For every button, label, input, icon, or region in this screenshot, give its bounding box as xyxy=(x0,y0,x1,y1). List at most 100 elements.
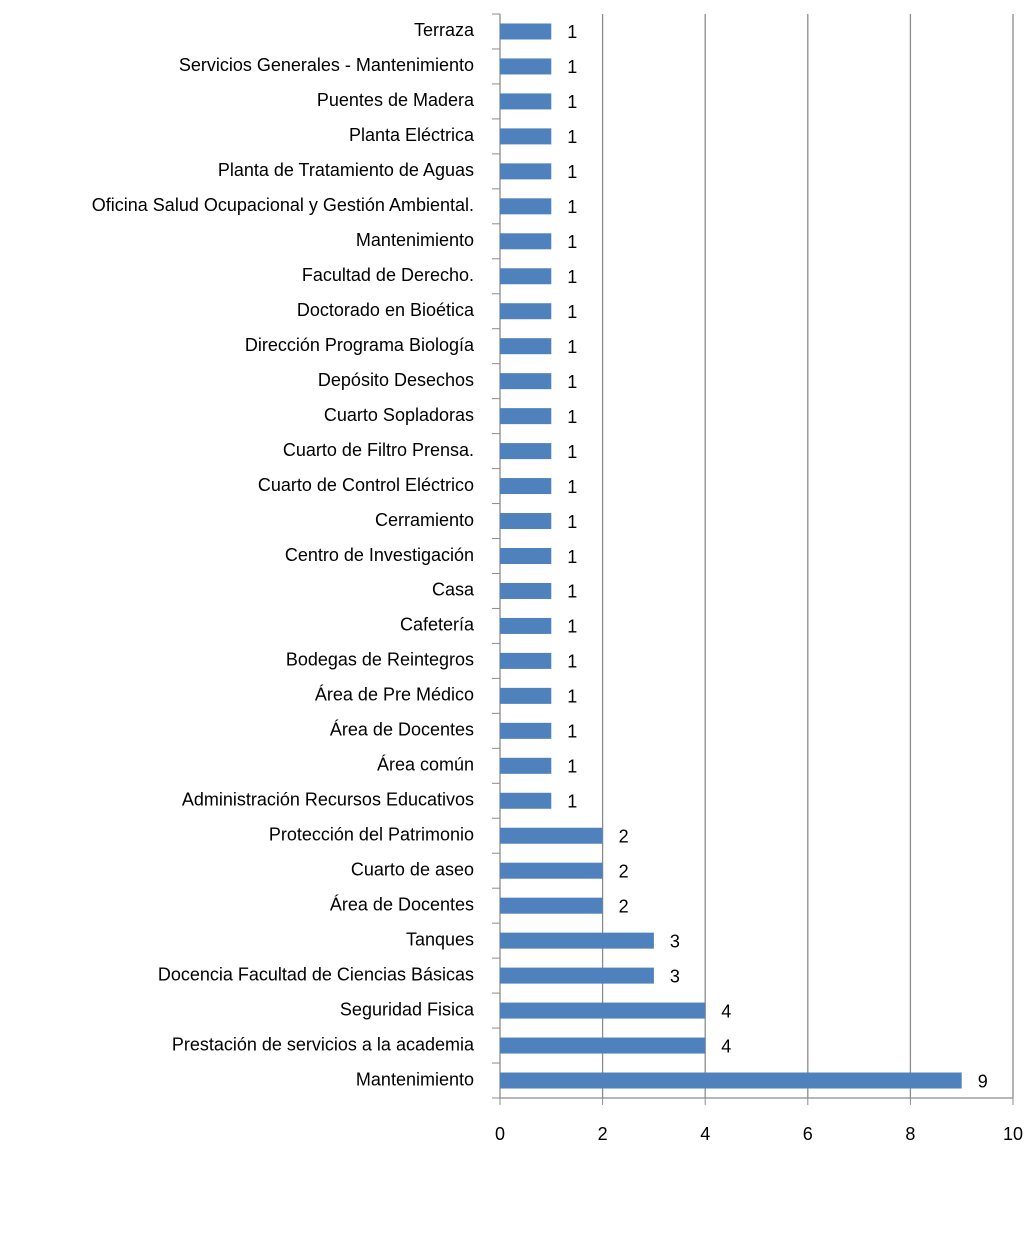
y-tick-label: Casa xyxy=(432,580,475,600)
y-tick-label: Cafetería xyxy=(400,615,475,635)
value-label: 2 xyxy=(619,896,629,916)
y-tick-label: Puentes de Madera xyxy=(317,90,475,110)
y-tick-label: Terraza xyxy=(414,20,475,40)
y-tick-label: Bodegas de Reintegros xyxy=(286,650,474,670)
y-tick-label: Área común xyxy=(377,755,474,775)
value-label: 1 xyxy=(567,197,577,217)
bar xyxy=(500,58,552,75)
value-label: 1 xyxy=(567,232,577,252)
y-tick-label: Mantenimiento xyxy=(356,1069,474,1089)
x-tick-label: 0 xyxy=(495,1124,505,1144)
value-label: 1 xyxy=(567,407,577,427)
y-tick-label: Mantenimiento xyxy=(356,230,474,250)
bar xyxy=(500,93,552,110)
y-tick-label: Cuarto de aseo xyxy=(351,859,474,879)
y-tick-label: Servicios Generales - Mantenimiento xyxy=(179,55,474,75)
bar xyxy=(500,233,552,250)
value-label: 1 xyxy=(567,722,577,742)
value-label: 1 xyxy=(567,512,577,532)
bar xyxy=(500,582,552,599)
bar xyxy=(500,128,552,145)
value-label: 1 xyxy=(567,652,577,672)
value-label: 1 xyxy=(567,22,577,42)
y-tick-label: Facultad de Derecho. xyxy=(302,265,474,285)
value-label: 1 xyxy=(567,687,577,707)
bar xyxy=(500,548,552,564)
x-tick-label: 2 xyxy=(598,1124,608,1144)
value-label: 3 xyxy=(670,931,680,951)
value-label: 1 xyxy=(567,617,577,637)
bar xyxy=(500,163,552,180)
value-label: 1 xyxy=(567,302,577,322)
bar xyxy=(500,897,603,914)
y-tick-label: Planta de Tratamiento de Aguas xyxy=(218,160,474,180)
y-tick-label: Cuarto de Control Eléctrico xyxy=(258,475,474,495)
value-label: 1 xyxy=(567,372,577,392)
value-label: 1 xyxy=(567,442,577,462)
bar xyxy=(500,338,552,355)
y-tick-label: Prestación de servicios a la academia xyxy=(172,1034,475,1054)
y-tick-label: Cerramiento xyxy=(375,510,474,530)
y-tick-label: Seguridad Fisica xyxy=(340,999,475,1019)
bar xyxy=(500,687,552,704)
bar xyxy=(500,792,552,809)
bar xyxy=(500,932,654,949)
value-label: 9 xyxy=(978,1071,988,1091)
bar xyxy=(500,373,552,390)
bar xyxy=(500,478,552,495)
value-label: 1 xyxy=(567,547,577,567)
y-tick-label: Doctorado en Bioética xyxy=(297,300,475,320)
bar xyxy=(500,722,552,739)
bar xyxy=(500,862,603,879)
value-label: 1 xyxy=(567,162,577,182)
bar xyxy=(500,1002,706,1019)
bar xyxy=(500,23,552,40)
x-tick-label: 10 xyxy=(1003,1124,1023,1144)
y-tick-label: Centro de Investigación xyxy=(285,545,474,565)
x-tick-label: 4 xyxy=(700,1124,710,1144)
bar xyxy=(500,408,552,425)
value-label: 3 xyxy=(670,966,680,986)
value-label: 1 xyxy=(567,267,577,287)
value-label: 1 xyxy=(567,477,577,497)
y-tick-label: Planta Eléctrica xyxy=(349,125,475,145)
value-label: 1 xyxy=(567,337,577,357)
bar xyxy=(500,827,603,844)
bar xyxy=(500,198,552,215)
y-tick-label: Área de Pre Médico xyxy=(315,685,474,705)
bar xyxy=(500,757,552,774)
bar xyxy=(500,268,552,285)
y-tick-label: Dirección Programa Biología xyxy=(245,335,475,355)
y-tick-label: Oficina Salud Ocupacional y Gestión Ambi… xyxy=(92,195,474,215)
bar xyxy=(500,513,552,530)
bar xyxy=(500,443,552,460)
bar xyxy=(500,303,552,320)
value-label: 1 xyxy=(567,757,577,777)
value-label: 2 xyxy=(619,826,629,846)
bar xyxy=(500,967,654,984)
value-label: 4 xyxy=(721,1036,731,1056)
value-label: 1 xyxy=(567,127,577,147)
y-tick-label: Administración Recursos Educativos xyxy=(182,790,474,810)
y-tick-label: Cuarto Sopladoras xyxy=(324,405,474,425)
value-label: 2 xyxy=(619,861,629,881)
y-tick-label: Depósito Desechos xyxy=(318,370,474,390)
y-tick-label: Tanques xyxy=(406,929,474,949)
bar xyxy=(500,1037,706,1054)
bar xyxy=(500,1072,962,1089)
y-tick-label: Protección del Patrimonio xyxy=(269,824,474,844)
y-tick-label: Cuarto de Filtro Prensa. xyxy=(283,440,474,460)
value-label: 1 xyxy=(567,792,577,812)
bar xyxy=(500,652,552,669)
value-label: 1 xyxy=(567,57,577,77)
y-tick-label: Docencia Facultad de Ciencias Básicas xyxy=(158,964,474,984)
y-tick-label: Área de Docentes xyxy=(330,720,474,740)
value-label: 1 xyxy=(567,92,577,112)
x-tick-label: 8 xyxy=(905,1124,915,1144)
value-label: 4 xyxy=(721,1001,731,1021)
value-label: 1 xyxy=(567,582,577,602)
bar xyxy=(500,617,552,634)
x-tick-label: 6 xyxy=(803,1124,813,1144)
y-tick-label: Área de Docentes xyxy=(330,894,474,914)
